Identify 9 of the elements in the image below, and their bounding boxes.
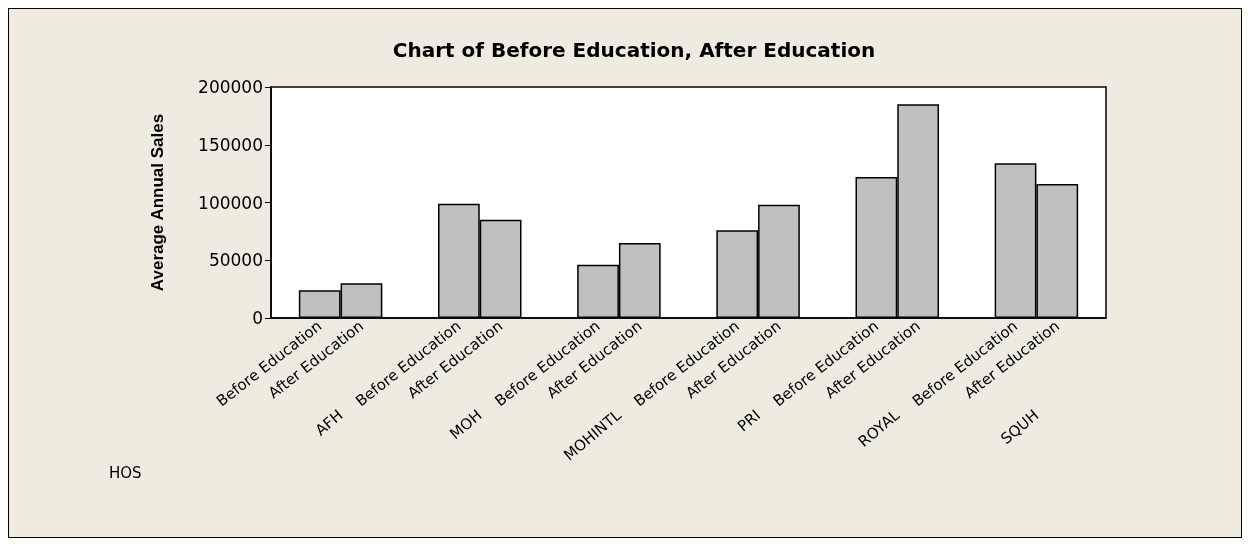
y-tick-label: 150000 <box>198 134 263 155</box>
y-tick-label: 0 <box>252 308 263 328</box>
x-tick-label: PRI <box>733 406 764 436</box>
y-tick-label: 100000 <box>198 192 263 213</box>
y-tick-label: 50000 <box>208 250 263 271</box>
y-axis-title: Average Annual Sales <box>148 113 167 292</box>
chart-title: Chart of Before Education, After Education <box>392 38 876 62</box>
y-tick-label: 200000 <box>198 77 263 97</box>
x-axis-title: HOS <box>109 463 142 482</box>
